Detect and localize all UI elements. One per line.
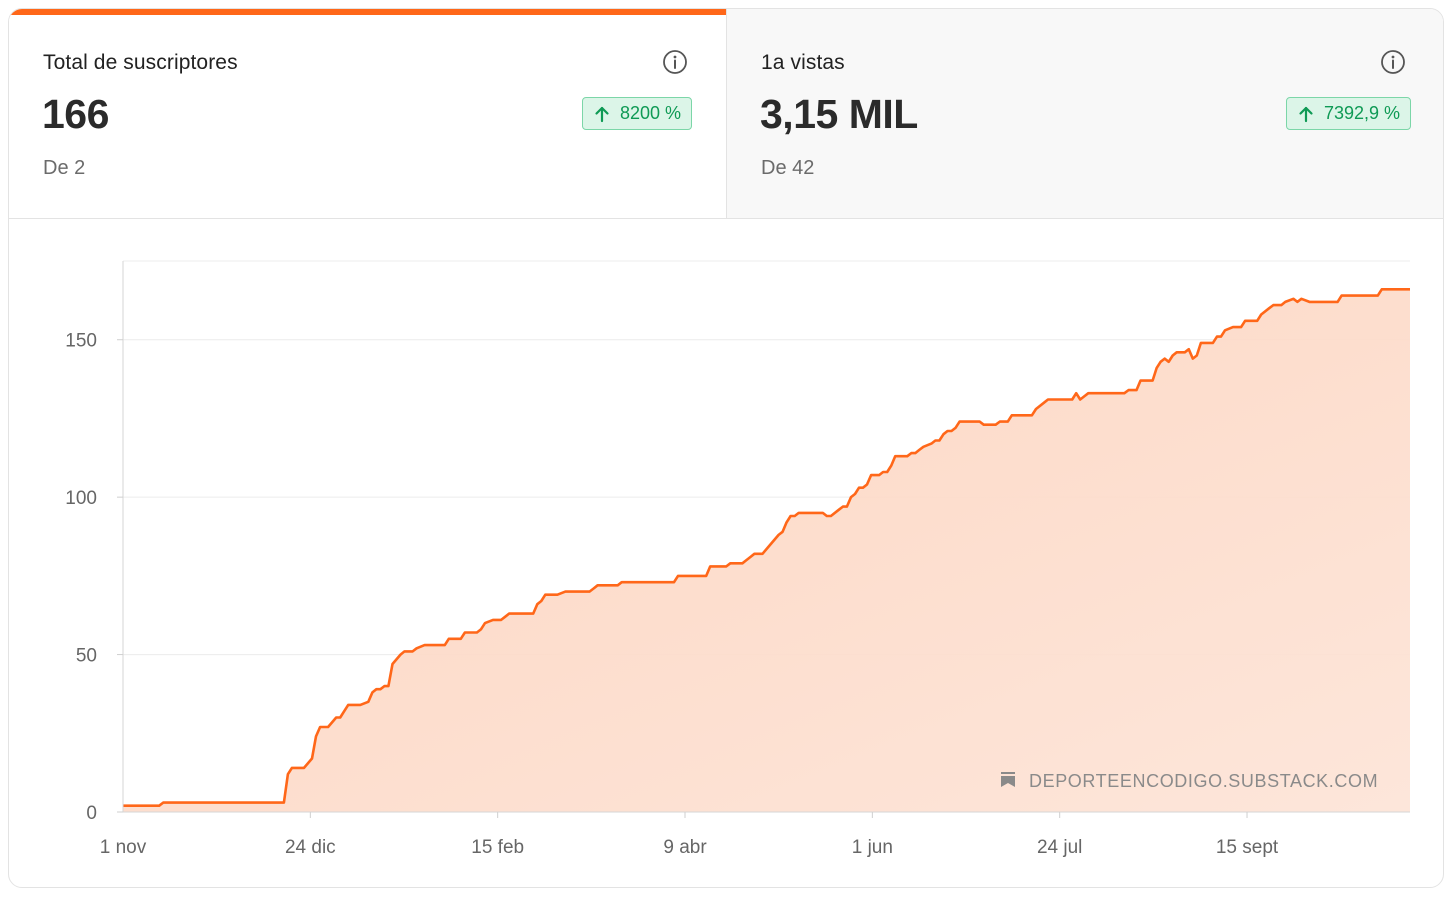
stat-value: 166 (42, 91, 109, 137)
bookmark-icon (1001, 772, 1015, 787)
tab-total-subscribers[interactable]: Total de suscriptores 166 8200 % De 2 (9, 9, 726, 218)
subscriber-stats-card: Total de suscriptores 166 8200 % De 2 1a… (8, 8, 1444, 888)
stat-title: 1a vistas (761, 51, 845, 74)
change-value: 7392,9 % (1323, 103, 1400, 123)
subscribers-chart: 0 50 100 150 1 nov 24 dic 15 feb 9 abr 1 jun 24 j… (9, 219, 1443, 887)
stat-previous: De 42 (761, 157, 815, 179)
change-badge: 8200 % (581, 97, 692, 130)
watermark: DEPORTEENCODIGO.SUBSTACK.COM (1001, 771, 1378, 791)
change-value: 8200 % (619, 103, 681, 123)
x-tick-label: 15 sept (1216, 837, 1279, 858)
watermark-text: DEPORTEENCODIGO.SUBSTACK.COM (1029, 771, 1378, 791)
stat-previous: De 2 (43, 157, 86, 179)
series-line (123, 288, 1410, 807)
chart-canvas: 0 50 100 150 1 nov 24 dic 15 feb 9 abr 1 jun 24 j… (65, 260, 1410, 858)
x-tick-label: 1 jun (852, 837, 893, 858)
axes (117, 261, 1410, 818)
tab-views[interactable]: 1a vistas 3,15 MIL 7392,9 % De 42 (726, 9, 1443, 218)
y-tick-label: 50 (76, 646, 97, 667)
x-tick-label: 24 jul (1037, 837, 1082, 858)
stat-value: 3,15 MIL (760, 91, 918, 137)
info-icon[interactable] (662, 49, 688, 75)
y-tick-label: 0 (86, 803, 97, 824)
x-tick-label: 15 feb (471, 837, 524, 858)
arrow-up-icon (595, 106, 609, 122)
y-tick-label: 100 (65, 488, 97, 509)
y-tick-label: 150 (65, 331, 97, 352)
tick-labels: 0 50 100 150 1 nov 24 dic 15 feb 9 abr 1 jun 24 j… (65, 331, 1279, 858)
x-tick-label: 1 nov (100, 837, 147, 858)
info-icon[interactable] (1380, 49, 1406, 75)
stat-title: Total de suscriptores (43, 51, 238, 74)
change-badge: 7392,9 % (1285, 97, 1411, 130)
arrow-up-icon (1299, 106, 1313, 122)
x-tick-label: 9 abr (663, 837, 707, 858)
stats-tabs: Total de suscriptores 166 8200 % De 2 1a… (9, 9, 1443, 219)
x-tick-label: 24 dic (285, 837, 336, 858)
